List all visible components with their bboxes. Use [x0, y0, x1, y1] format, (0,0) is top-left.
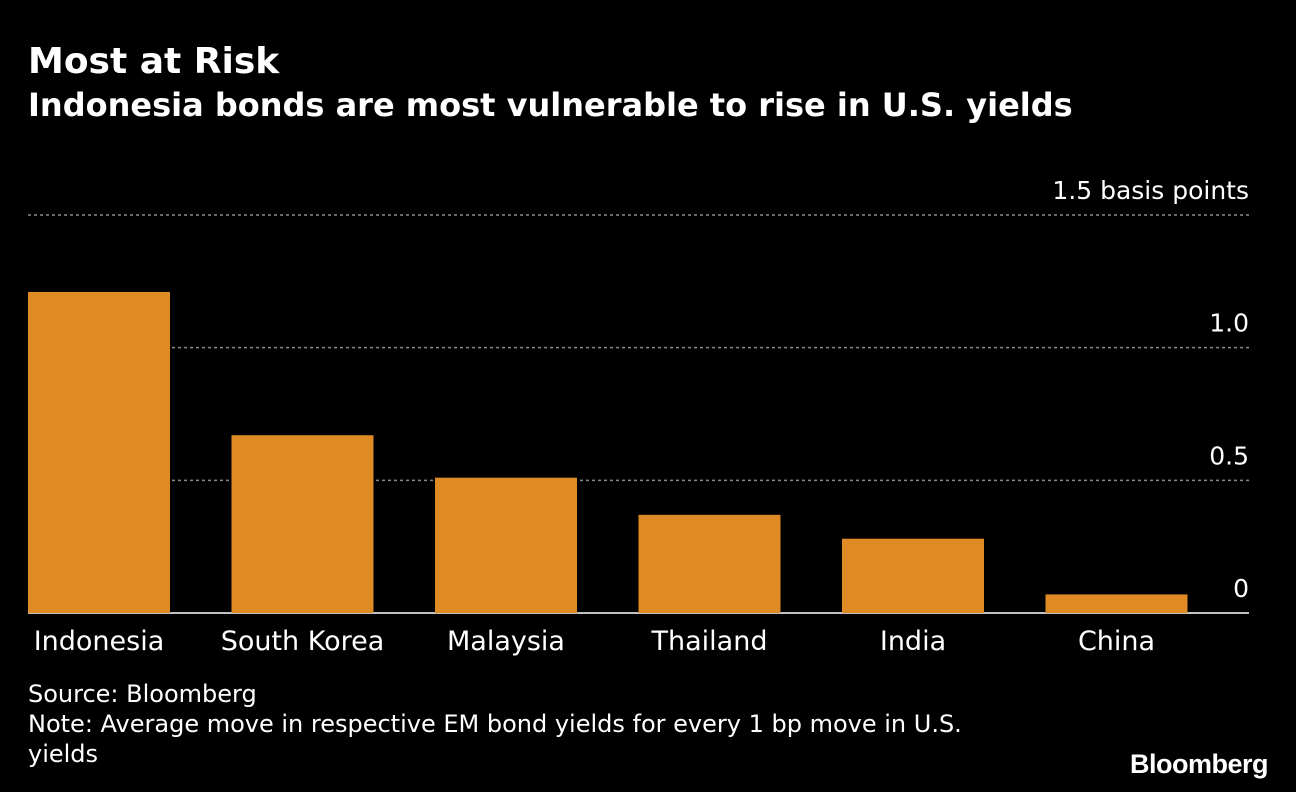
x-tick-label: Indonesia — [34, 626, 165, 657]
bar-china — [1045, 594, 1188, 613]
y-tick-label: 0 — [1233, 574, 1249, 603]
y-tick-label: 1.0 — [1209, 309, 1249, 338]
x-tick-label: India — [880, 626, 946, 657]
bars — [28, 291, 1188, 613]
bar-malaysia — [435, 477, 577, 613]
x-tick-label: Malaysia — [447, 626, 565, 657]
axis-labels: 0 0.5 1.0 1.5 basis points Indonesia South Ko… — [34, 176, 1249, 657]
bar-thailand — [638, 514, 781, 613]
bar-india — [842, 538, 984, 613]
y-tick-label: 0.5 — [1209, 441, 1249, 470]
bloomberg-logo: Bloomberg — [1129, 749, 1269, 779]
chart-subtitle: Indonesia bonds are most vulnerable to r… — [28, 86, 1073, 124]
x-tick-label: China — [1078, 626, 1155, 657]
source-note: Source: Bloomberg — [28, 680, 257, 708]
bar-south-korea — [231, 435, 374, 613]
bar-indonesia — [28, 291, 170, 613]
x-tick-label: South Korea — [221, 626, 385, 657]
x-tick-label: Thailand — [651, 626, 768, 657]
chart-title: Most at Risk — [28, 41, 280, 82]
y-tick-label: 1.5 basis points — [1052, 176, 1249, 205]
footnote: Note: Average move in respective EM bond… — [28, 710, 962, 768]
